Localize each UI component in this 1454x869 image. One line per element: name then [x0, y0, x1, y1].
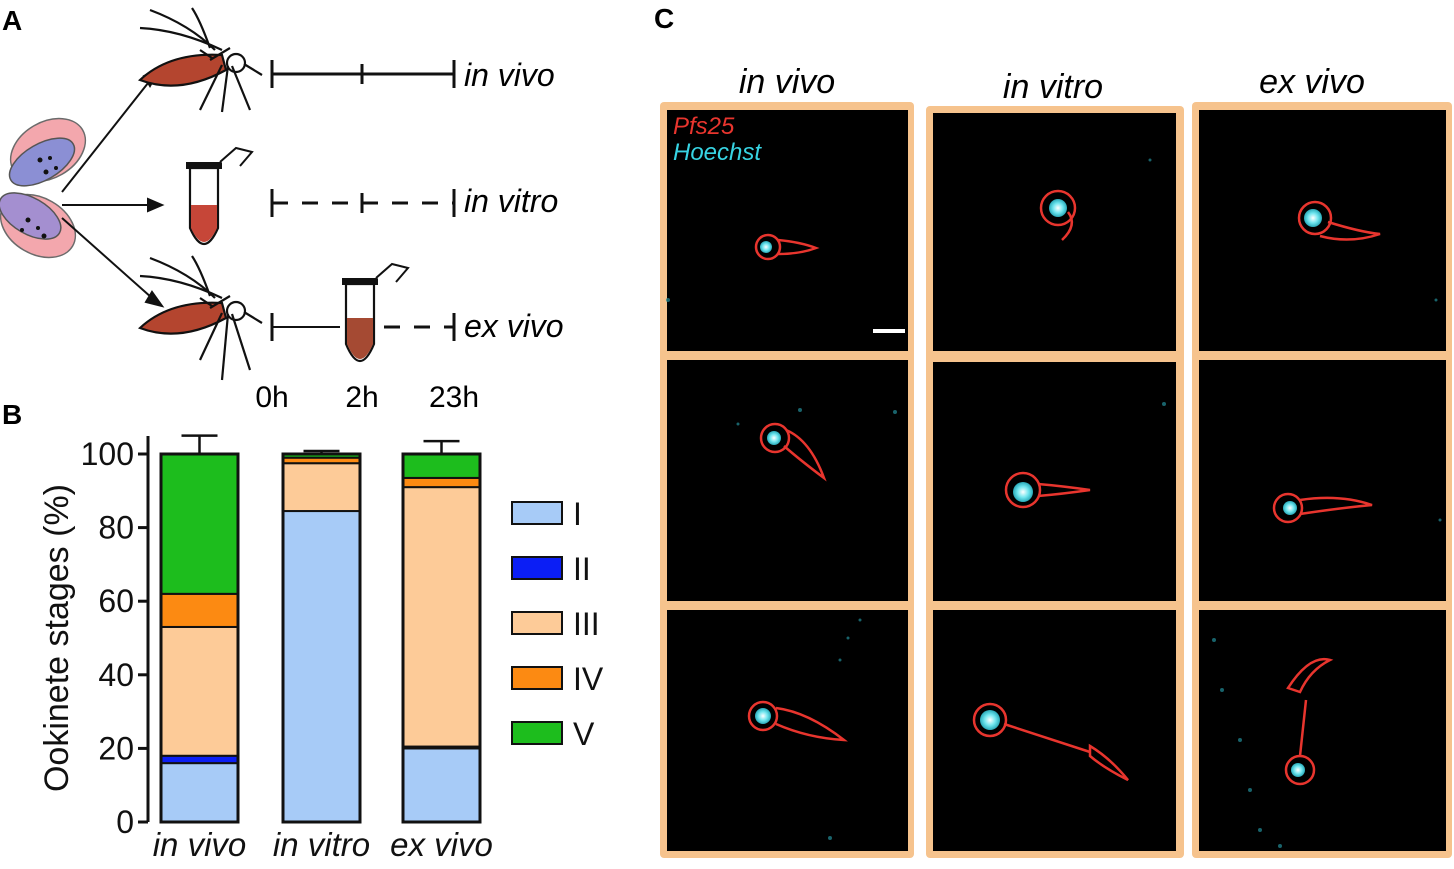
- time-label: 2h: [345, 381, 378, 414]
- column-title: in vivo: [739, 63, 835, 101]
- x-category-label: ex vivo: [390, 826, 493, 863]
- ookinete-cells: [747, 189, 1381, 786]
- micrograph: [933, 113, 1176, 351]
- timeline-in-vivo: [270, 60, 456, 88]
- y-tick-label: 20: [98, 730, 134, 766]
- bar-outline: [159, 452, 240, 824]
- panel-a-schematic: in vivo in vitro ex vivo 0h 2h 23h: [0, 7, 564, 414]
- legend-label: V: [573, 716, 595, 752]
- legend-swatch: [511, 556, 563, 580]
- scale-bar: [873, 329, 905, 333]
- legend-swatch: [511, 501, 563, 525]
- bar-segment-v: [160, 453, 239, 595]
- column-title: in vitro: [1003, 68, 1103, 106]
- legend-label: IV: [573, 661, 604, 697]
- bar-segment-iv: [160, 592, 239, 628]
- x-category-label: in vivo: [153, 826, 247, 863]
- timeline-ex-vivo: [270, 313, 456, 341]
- background-specks: [666, 158, 1442, 848]
- panel-b-letter: B: [2, 399, 22, 430]
- micrograph: [933, 610, 1176, 851]
- timeline-in-vitro: [270, 189, 456, 217]
- micrograph-grid: [667, 110, 1446, 851]
- condition-label: in vitro: [464, 183, 558, 219]
- micrograph: [667, 610, 908, 851]
- x-category-label: in vitro: [273, 826, 370, 863]
- mosquito-icon: [137, 255, 263, 381]
- bar-outline: [401, 452, 482, 824]
- panel-c-letter: C: [654, 3, 674, 34]
- bar-segment-iii: [282, 462, 361, 513]
- legend-label: III: [573, 606, 600, 642]
- condition-label: ex vivo: [464, 308, 564, 344]
- bar-segment-iii: [160, 625, 239, 757]
- micrograph: [1199, 360, 1446, 601]
- tube-icon: [342, 262, 410, 363]
- y-tick-label: 80: [98, 510, 134, 546]
- time-label: 23h: [429, 381, 479, 414]
- micrograph: [667, 360, 908, 601]
- bar-outline: [281, 452, 362, 824]
- mosquito-icon: [137, 7, 263, 113]
- column-title: ex vivo: [1259, 63, 1365, 101]
- legend-label: II: [573, 551, 591, 587]
- time-label: 0h: [255, 381, 288, 414]
- micrograph: [667, 110, 908, 351]
- legend-label: I: [573, 496, 582, 532]
- micrograph: [1199, 110, 1446, 351]
- legend-swatch: [511, 666, 563, 690]
- micrograph: [933, 362, 1176, 601]
- legend-swatch: [511, 721, 563, 745]
- stain-label-hoechst: Hoechst: [673, 139, 762, 166]
- bar-segment-ii: [160, 754, 239, 765]
- bar-segment-v: [402, 453, 481, 479]
- y-tick-label: 100: [81, 436, 134, 472]
- tube-icon: [186, 146, 254, 246]
- bar-segment-iii: [402, 486, 481, 748]
- legend-swatch: [511, 611, 563, 635]
- y-axis-label: Ookinete stages (%): [38, 484, 76, 792]
- micrograph: [1199, 610, 1446, 851]
- arrows: [61, 65, 165, 308]
- bar-segment-i: [160, 762, 239, 823]
- bar-segment-i: [402, 747, 481, 824]
- stain-label-pfs25: Pfs25: [673, 113, 735, 140]
- y-tick-label: 60: [98, 583, 134, 619]
- bar-segment-i: [282, 510, 361, 823]
- panel-a-letter: A: [2, 5, 22, 36]
- condition-label: in vivo: [464, 57, 555, 93]
- y-tick-label: 0: [116, 804, 134, 840]
- y-tick-label: 40: [98, 657, 134, 693]
- bar-segment-iv: [402, 476, 481, 489]
- blood-cells-icon: [0, 117, 87, 259]
